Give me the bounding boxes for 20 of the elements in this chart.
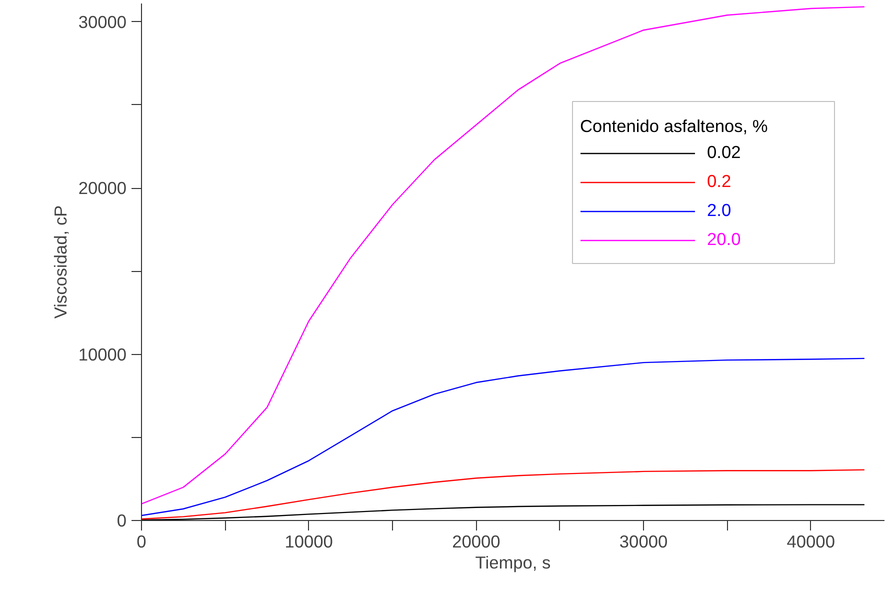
x-tick-label: 0 (136, 532, 146, 552)
line-series (142, 358, 866, 516)
x-tick-label: 10000 (284, 532, 333, 552)
line-series (142, 469, 866, 520)
x-axis-title: Tiempo, s (475, 552, 552, 572)
x-tick-label: 20000 (452, 532, 500, 552)
y-tick-label: 20000 (78, 178, 126, 198)
text: 2.0 (707, 200, 732, 221)
legend-title: Contenido asfaltenos, % (580, 116, 768, 137)
x-tick-label: 30000 (619, 532, 668, 552)
y-tick-label: 10000 (78, 344, 126, 364)
y-tick-label: 0 (116, 510, 127, 530)
text: 0.2 (707, 171, 732, 192)
line-series (142, 6, 866, 504)
text: 20.0 (707, 229, 741, 250)
text: 0.02 (707, 142, 741, 163)
line-series (142, 504, 866, 520)
y-tick-label: 30000 (78, 12, 126, 32)
y-axis-title: Viscosidad, cP (50, 205, 70, 319)
x-tick-label: 40000 (786, 532, 835, 552)
